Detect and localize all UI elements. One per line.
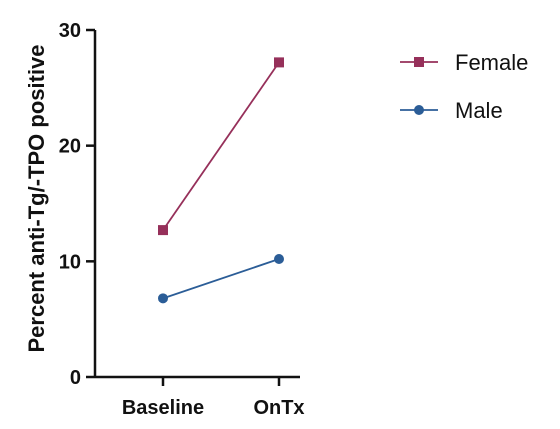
legend: Female Male <box>400 50 528 123</box>
axes: 0 10 20 30 Baseline OnTx <box>59 20 305 419</box>
data-point <box>158 225 168 236</box>
x-tick-label: Baseline <box>122 397 204 419</box>
data-point <box>158 293 168 304</box>
series-male <box>158 254 284 304</box>
series-line <box>162 61 280 231</box>
series-line <box>162 258 280 300</box>
series-female <box>158 57 284 236</box>
legend-label: Female <box>455 50 528 75</box>
legend-label: Male <box>455 98 503 123</box>
y-tick-label: 20 <box>59 136 81 158</box>
series-layer <box>158 57 284 304</box>
y-tick-label: 10 <box>59 251 81 273</box>
legend-marker <box>414 57 424 67</box>
legend-item-male: Male <box>400 98 503 123</box>
y-tick-label: 30 <box>59 20 81 42</box>
x-tick-label: OnTx <box>253 397 304 419</box>
y-axis-title: Percent anti-Tg/-TPO positive <box>24 44 49 352</box>
data-point <box>274 254 284 265</box>
data-point <box>274 57 284 68</box>
legend-item-female: Female <box>400 50 528 75</box>
y-tick-label: 0 <box>70 367 81 389</box>
legend-marker <box>414 105 424 115</box>
